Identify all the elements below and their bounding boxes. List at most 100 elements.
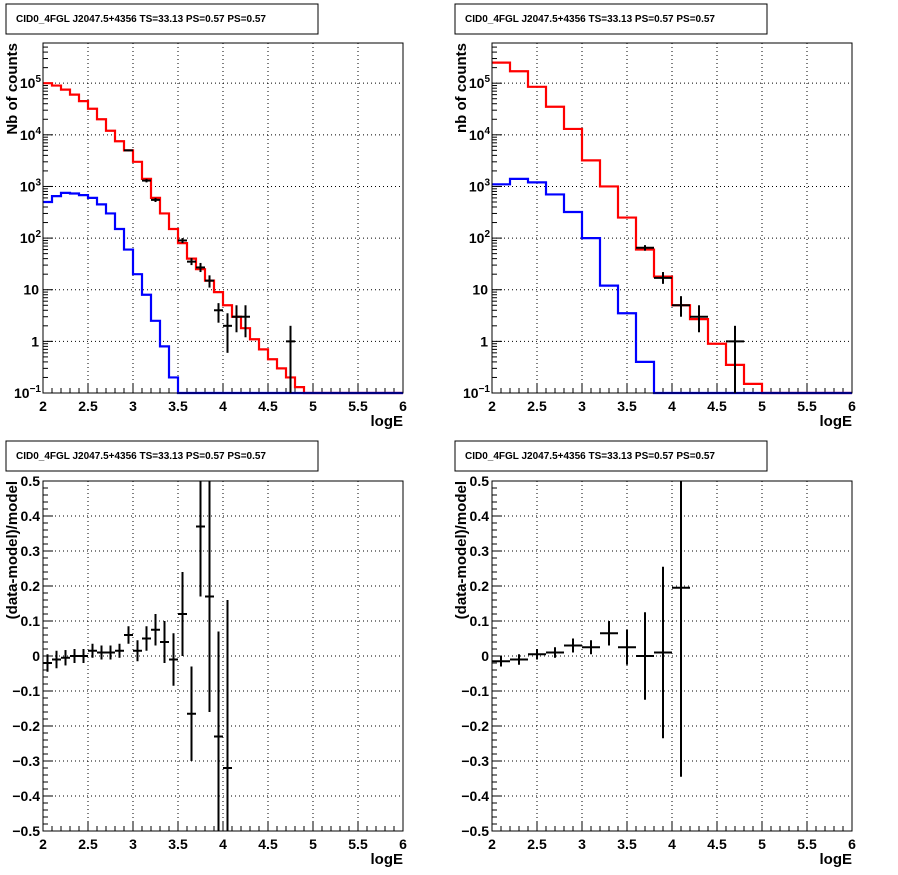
data-point xyxy=(205,481,214,712)
y-tick-exponent: 4 xyxy=(35,126,41,137)
x-tick-label: 5 xyxy=(758,836,766,852)
y-tick-label: 10−1 xyxy=(463,384,490,401)
data-point xyxy=(232,305,241,333)
y-tick-label: 0 xyxy=(32,648,40,664)
y-tick-label: 10 xyxy=(23,282,39,298)
data-point xyxy=(636,612,654,700)
plot-frame xyxy=(491,480,853,832)
data-point xyxy=(205,275,214,288)
data-point xyxy=(178,238,187,244)
y-tick-exponent: 5 xyxy=(484,74,490,85)
y-tick-exponent: 4 xyxy=(484,126,490,137)
y-tick-label: 0.1 xyxy=(21,613,41,629)
y-tick-exponent: 2 xyxy=(35,229,41,240)
x-tick-label: 4.5 xyxy=(707,398,727,414)
data-point xyxy=(106,645,115,660)
y-tick-base: 10 xyxy=(14,385,30,401)
x-tick-label: 4 xyxy=(219,836,227,852)
x-axis-title: logE xyxy=(820,413,853,430)
y-tick-exponent: 5 xyxy=(35,74,41,85)
title-box xyxy=(454,440,768,472)
data-point xyxy=(582,640,600,655)
y-tick-label: −0.2 xyxy=(12,718,40,734)
y-tick-label: 102 xyxy=(469,229,491,246)
data-point xyxy=(124,149,133,152)
chart-panel-2: CID0_4FGL J2047.5+4356 TS=33.13 PS=0.57 … xyxy=(453,3,856,430)
x-tick-label: 3 xyxy=(129,836,137,852)
y-tick-label: 105 xyxy=(20,74,42,91)
plot-frame xyxy=(42,42,404,394)
y-tick-base: 10 xyxy=(20,127,36,143)
data-point xyxy=(286,325,295,393)
y-tick-label: 0.3 xyxy=(470,543,490,559)
y-tick-label: 0 xyxy=(481,648,489,664)
data-point xyxy=(600,621,618,646)
y-tick-label: 0.2 xyxy=(470,578,490,594)
chart-panel-1: CID0_4FGL J2047.5+4356 TS=33.13 PS=0.57 … xyxy=(4,3,407,430)
data-point xyxy=(510,654,528,665)
y-tick-label: 103 xyxy=(20,177,42,194)
data-point xyxy=(618,629,636,665)
data-point xyxy=(564,638,582,653)
data-point xyxy=(142,178,151,183)
histogram-series-1 xyxy=(492,61,852,395)
y-tick-label: 0.4 xyxy=(470,508,490,524)
y-tick-label: 0.5 xyxy=(21,473,41,489)
plot-frame xyxy=(491,42,853,394)
data-point xyxy=(52,650,61,669)
data-point xyxy=(115,643,124,658)
y-tick-label: −0.3 xyxy=(461,753,489,769)
x-tick-label: 4.5 xyxy=(258,836,278,852)
y-axis-title: Nb of counts xyxy=(4,43,21,135)
data-point xyxy=(214,631,223,831)
y-tick-label: 103 xyxy=(469,177,491,194)
y-tick-label: 105 xyxy=(469,74,491,91)
y-tick-label: 1 xyxy=(31,333,39,349)
y-axis-title: (data-model)/model xyxy=(453,481,470,619)
x-tick-label: 2 xyxy=(488,836,496,852)
y-tick-label: −0.2 xyxy=(461,718,489,734)
data-point xyxy=(672,296,690,317)
x-tick-label: 5 xyxy=(309,398,317,414)
y-tick-base: 10 xyxy=(469,230,485,246)
data-point xyxy=(151,614,160,646)
data-point xyxy=(79,649,88,663)
y-tick-base: 10 xyxy=(469,178,485,194)
title-box xyxy=(5,440,319,472)
y-tick-exponent: 2 xyxy=(484,229,490,240)
data-point xyxy=(690,305,708,333)
y-tick-label: 1 xyxy=(480,333,488,349)
data-point xyxy=(124,626,133,644)
data-point xyxy=(223,313,232,353)
y-tick-label: 10 xyxy=(472,282,488,298)
y-tick-base: 10 xyxy=(20,75,36,91)
data-point xyxy=(223,600,232,831)
data-point xyxy=(492,656,510,667)
data-point xyxy=(133,640,142,662)
x-tick-label: 3 xyxy=(578,398,586,414)
x-tick-label: 2.5 xyxy=(78,836,98,852)
y-tick-label: −0.5 xyxy=(461,823,489,839)
y-tick-exponent: 3 xyxy=(484,177,490,188)
x-tick-label: 5 xyxy=(758,398,766,414)
x-tick-label: 2.5 xyxy=(527,836,547,852)
data-point xyxy=(43,654,52,672)
plot-frame xyxy=(42,480,404,832)
data-point xyxy=(196,481,205,597)
y-axis-title: (data-model)/model xyxy=(4,481,21,619)
title-box xyxy=(454,3,768,35)
title-box xyxy=(5,3,319,35)
y-tick-base: 10 xyxy=(469,75,485,91)
x-tick-label: 5.5 xyxy=(797,836,817,852)
y-tick-label: −0.1 xyxy=(12,683,40,699)
data-point xyxy=(151,197,160,202)
x-tick-label: 6 xyxy=(399,398,407,414)
y-tick-base: 10 xyxy=(20,178,36,194)
y-tick-label: −0.1 xyxy=(461,683,489,699)
data-point xyxy=(546,647,564,658)
x-tick-label: 6 xyxy=(848,836,856,852)
y-tick-exponent: −1 xyxy=(30,384,42,395)
x-tick-label: 2.5 xyxy=(78,398,98,414)
y-tick-label: 10−1 xyxy=(14,384,41,401)
